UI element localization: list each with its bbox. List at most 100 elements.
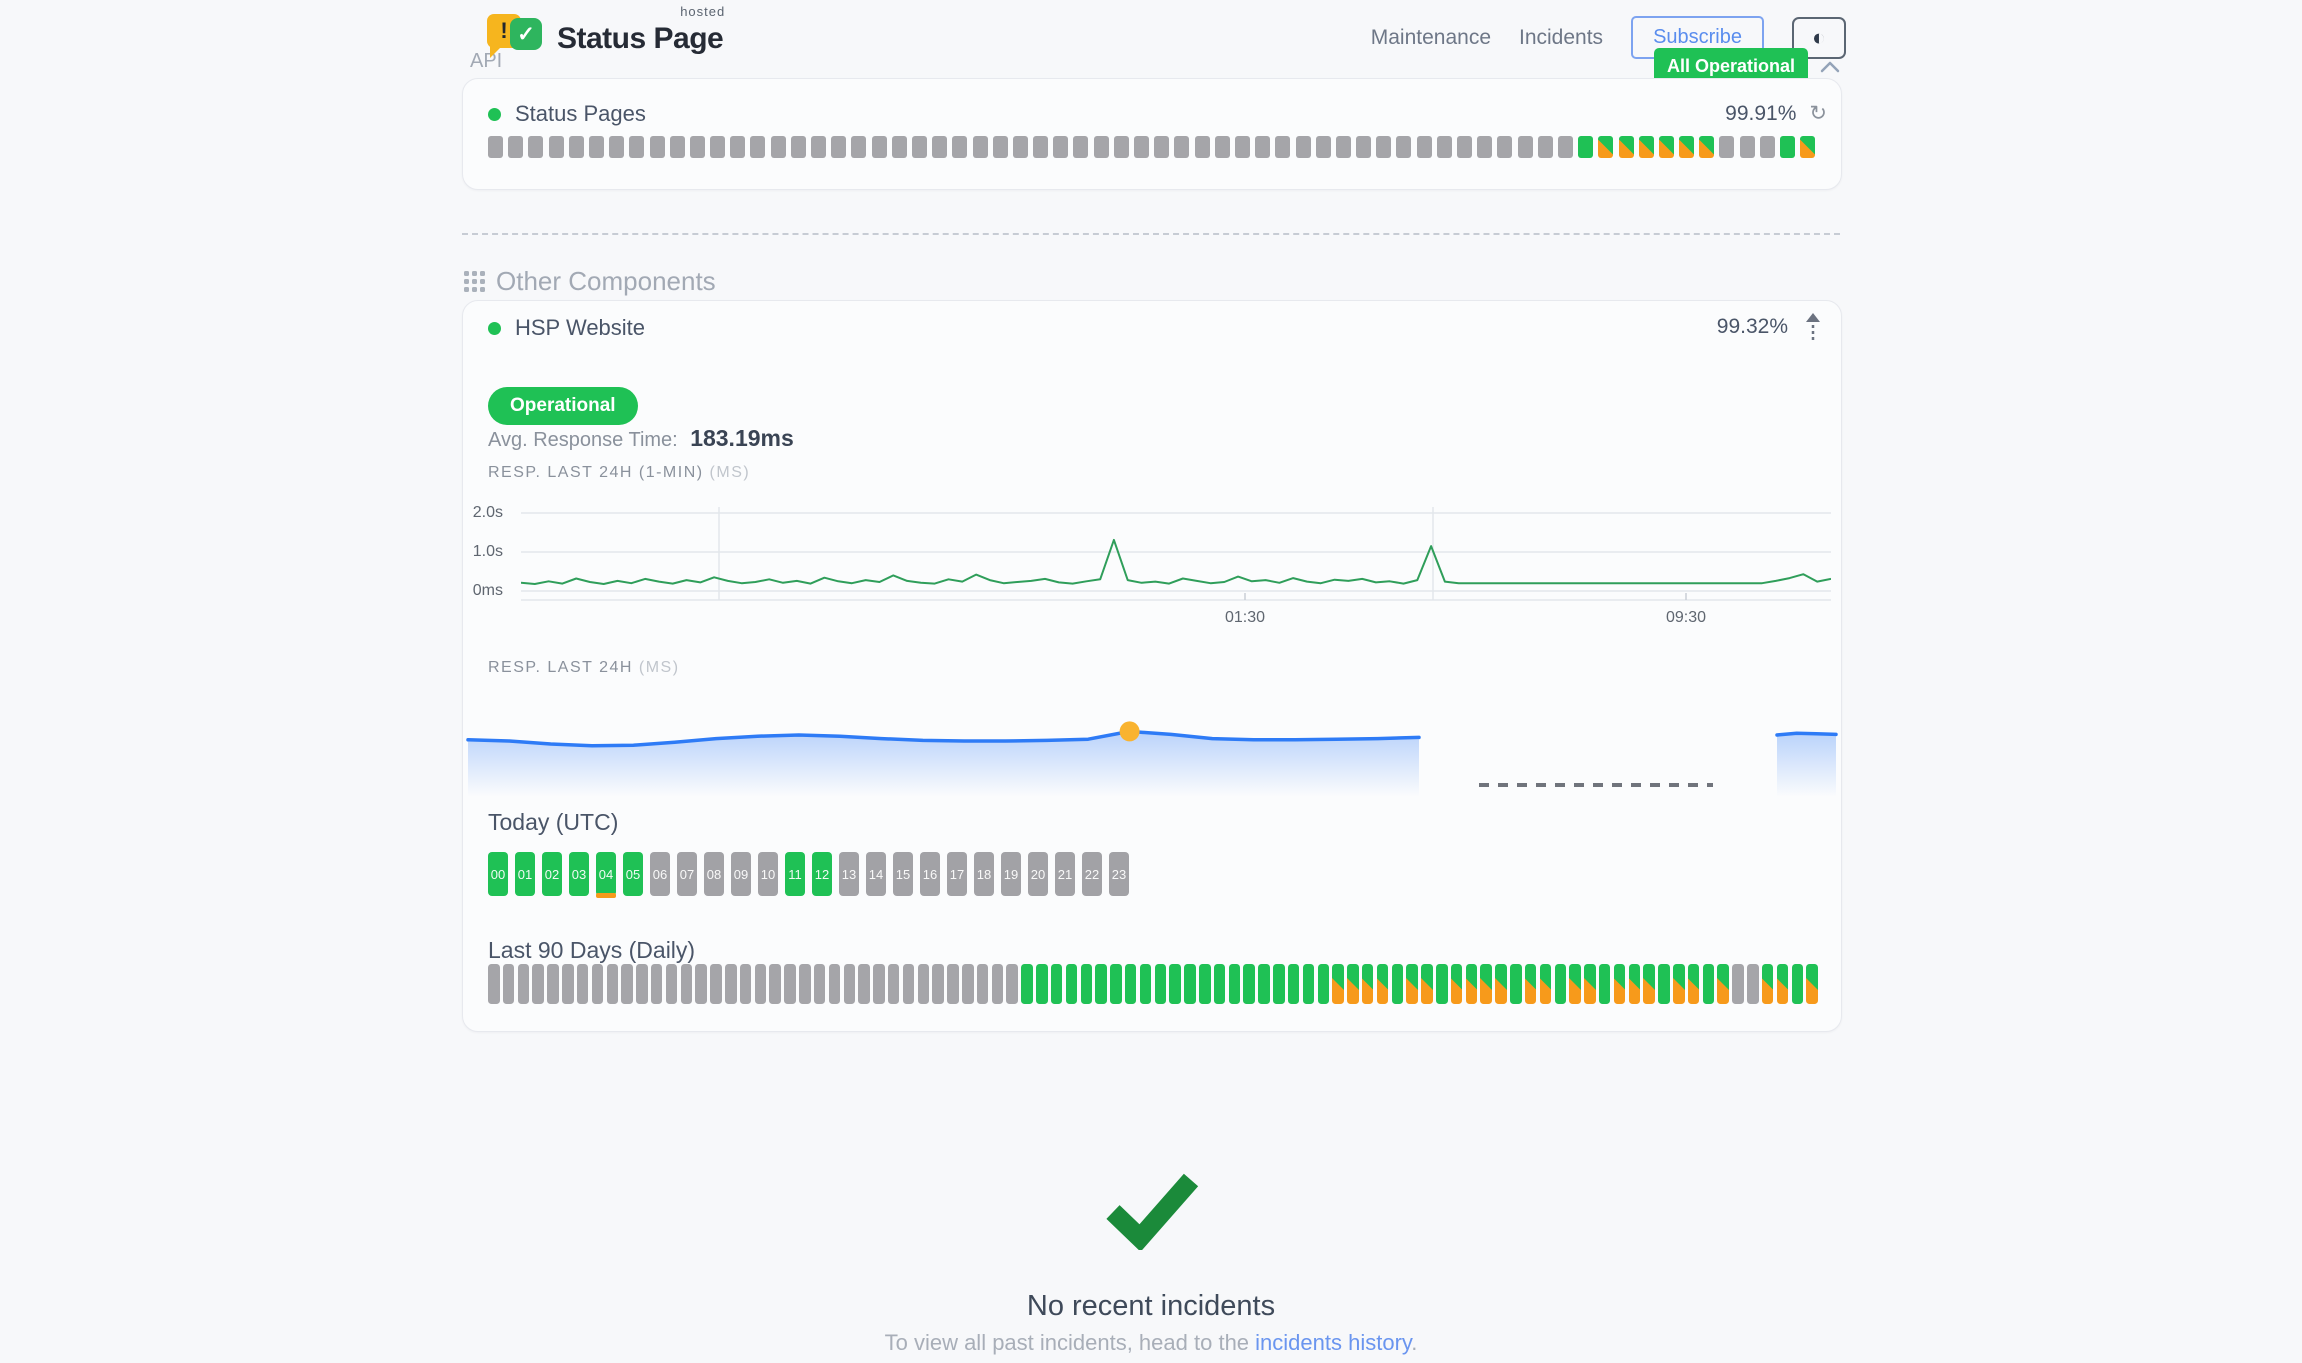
- nav-maintenance[interactable]: Maintenance: [1370, 25, 1491, 49]
- footer-text-suffix: .: [1411, 1330, 1418, 1355]
- grid-icon: [464, 271, 485, 292]
- uptime-bar: [1093, 136, 1109, 158]
- component-row[interactable]: HSP Website: [488, 315, 645, 341]
- uptime-bar: [629, 136, 645, 158]
- uptime-bar: [1332, 964, 1344, 1004]
- uptime-bar: [813, 964, 826, 1004]
- hour-label: 08: [706, 866, 722, 882]
- hour-block: 18: [974, 852, 994, 896]
- uptime-bar: [1275, 136, 1291, 158]
- uptime-bar: [1759, 136, 1775, 158]
- uptime-bar: [799, 964, 811, 1004]
- uptime-bar: [1537, 136, 1553, 158]
- hour-block: 17: [947, 852, 967, 896]
- hour-label: 01: [517, 866, 533, 882]
- uptime-bar: [562, 964, 574, 1004]
- uptime-bar: [508, 136, 524, 158]
- hour-label: 19: [1003, 866, 1019, 882]
- hour-block: 15: [893, 852, 913, 896]
- check-glyph: ✓: [517, 22, 535, 46]
- uptime-bar: [591, 964, 604, 1004]
- uptime-bar: [1465, 964, 1478, 1004]
- uptime-bar: [754, 964, 767, 1004]
- uptime-bar: [1295, 136, 1311, 158]
- uptime-bar: [1539, 964, 1552, 1004]
- uptime-bar: [932, 964, 944, 1004]
- hour-block: 01: [515, 852, 535, 896]
- uptime-bar: [1477, 136, 1493, 158]
- uptime-value: 99.32%: [1716, 315, 1788, 338]
- uptime-bar: [902, 964, 915, 1004]
- uptime-bar: [609, 136, 625, 158]
- chart1-unit: (MS): [709, 464, 751, 481]
- nav-incidents[interactable]: Incidents: [1519, 25, 1604, 49]
- hour-label: 14: [868, 866, 884, 882]
- hour-label: 06: [652, 866, 668, 882]
- uptime-bar: [1457, 136, 1472, 158]
- area-chart-svg: [466, 721, 1838, 797]
- uptime-bar: [1050, 964, 1063, 1004]
- uptime-bar: [770, 136, 786, 158]
- x-axis-tick: 01:30: [1224, 609, 1266, 626]
- uptime-bar: [1679, 136, 1695, 158]
- hour-label: 09: [733, 866, 749, 882]
- uptime-bar: [532, 964, 544, 1004]
- uptime-bar: [1033, 136, 1049, 158]
- hour-label: 03: [571, 866, 587, 882]
- uptime-bar: [636, 964, 648, 1004]
- brand: Status Page hosted: [557, 4, 724, 56]
- uptime-bar: [1554, 964, 1566, 1004]
- uptime-bar: [1699, 136, 1715, 158]
- uptime-bar: [568, 136, 584, 158]
- hour-block: 20: [1028, 852, 1048, 896]
- component-name: Status Pages: [515, 101, 646, 126]
- brand-hosted-label: hosted: [680, 4, 726, 19]
- uptime-bar: [784, 964, 796, 1004]
- uptime-bar: [1416, 136, 1432, 158]
- uptime-bar: [1139, 964, 1152, 1004]
- response-area-chart: [463, 693, 1841, 808]
- hour-label: 05: [625, 866, 641, 882]
- uptime-bar: [1184, 964, 1196, 1004]
- uptime-bar: [851, 136, 867, 158]
- collapse-arrow-icon[interactable]: [1805, 313, 1821, 341]
- uptime-bar: [843, 964, 855, 1004]
- uptime-bar: [1806, 964, 1818, 1004]
- hour-block: 07: [677, 852, 697, 896]
- hour-label: 10: [760, 866, 776, 882]
- theme-toggle-button[interactable]: ◐: [1792, 16, 1846, 59]
- hour-block: 04: [596, 852, 616, 898]
- hour-block: 16: [920, 852, 940, 896]
- uptime-bar: [1213, 964, 1226, 1004]
- uptime-bar: [548, 136, 564, 158]
- uptime-bar: [649, 136, 665, 158]
- uptime-bar: [588, 136, 604, 158]
- component-row[interactable]: Status Pages: [488, 101, 646, 127]
- refresh-icon[interactable]: ↻: [1809, 102, 1827, 125]
- uptime-bar: [1194, 136, 1210, 158]
- hsp-website-card: HSP Website 99.32% Operational Avg. Resp…: [462, 300, 1842, 1032]
- uptime-bar: [1065, 964, 1078, 1004]
- x-axis-tick: 09:30: [1665, 609, 1707, 626]
- hour-label: 18: [976, 866, 992, 882]
- uptime-bar: [528, 136, 544, 158]
- uptime-bar: [1702, 964, 1715, 1004]
- hour-block: 12: [812, 852, 832, 896]
- uptime-value: 99.91%: [1725, 101, 1797, 125]
- incidents-history-link[interactable]: incidents history: [1255, 1330, 1412, 1355]
- uptime-bar: [1658, 136, 1674, 158]
- chevron-up-icon[interactable]: [1820, 61, 1840, 73]
- uptime-bar: [831, 136, 847, 158]
- hour-label: 12: [814, 866, 830, 882]
- uptime-bar: [976, 964, 989, 1004]
- y-axis-tick: 0ms: [472, 582, 503, 599]
- uptime-bar: [1258, 964, 1270, 1004]
- uptime-bar: [1480, 964, 1492, 1004]
- uptime-bar: [1800, 136, 1816, 158]
- hour-block: 03: [569, 852, 589, 896]
- uptime-bar: [1315, 136, 1331, 158]
- uptime-bar: [1739, 136, 1755, 158]
- uptime-bar: [1584, 964, 1596, 1004]
- api-card: Status Pages 99.91% ↻: [462, 78, 1842, 190]
